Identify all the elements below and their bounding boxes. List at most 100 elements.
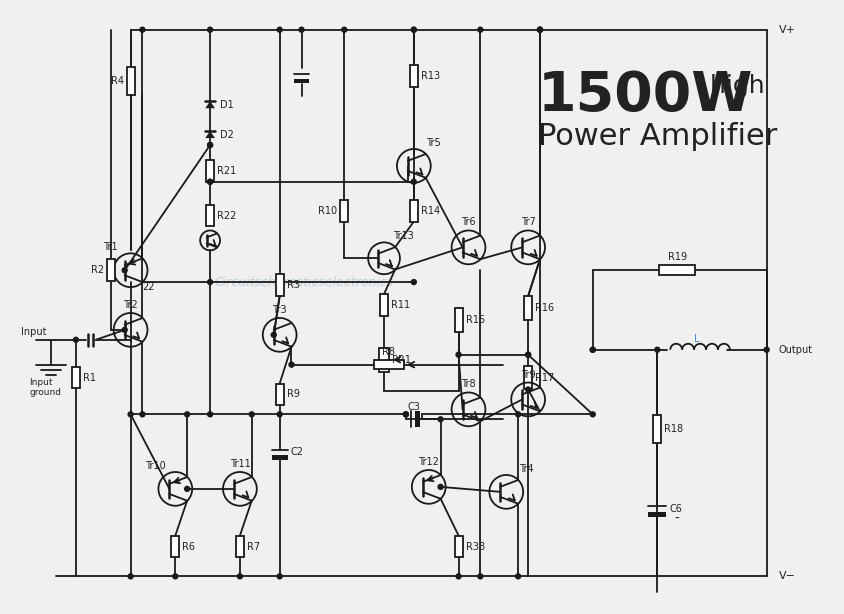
Circle shape — [208, 142, 213, 147]
Bar — [523, 296, 532, 320]
Circle shape — [237, 574, 242, 579]
Bar — [206, 204, 214, 227]
Circle shape — [537, 27, 542, 32]
Circle shape — [537, 27, 542, 32]
Circle shape — [403, 412, 408, 417]
Bar — [374, 360, 403, 369]
Circle shape — [411, 27, 416, 32]
Circle shape — [173, 574, 177, 579]
Circle shape — [140, 27, 144, 32]
Text: Tr13: Tr13 — [392, 231, 413, 241]
Text: Tr2: Tr2 — [123, 300, 138, 310]
Text: R4: R4 — [111, 76, 123, 87]
Circle shape — [411, 279, 416, 284]
Circle shape — [456, 574, 461, 579]
Circle shape — [299, 27, 304, 32]
Circle shape — [208, 142, 213, 147]
Text: R3: R3 — [286, 280, 300, 290]
Circle shape — [654, 348, 659, 352]
Polygon shape — [205, 131, 214, 138]
Circle shape — [122, 327, 127, 332]
Circle shape — [208, 27, 213, 32]
Text: R22: R22 — [217, 211, 236, 220]
Bar — [454, 535, 462, 558]
Circle shape — [128, 412, 133, 417]
Circle shape — [515, 412, 520, 417]
Text: Tr6: Tr6 — [461, 217, 475, 228]
Text: D1: D1 — [219, 99, 234, 110]
Text: R11: R11 — [391, 300, 409, 310]
Bar — [106, 259, 115, 281]
Text: C3: C3 — [407, 402, 419, 413]
Text: D2: D2 — [219, 130, 234, 139]
Circle shape — [477, 574, 482, 579]
Bar — [647, 511, 665, 517]
Text: Input: Input — [21, 327, 46, 337]
Text: R1: R1 — [83, 373, 95, 383]
Text: V+: V+ — [777, 25, 795, 35]
Bar — [409, 200, 417, 222]
Circle shape — [403, 412, 408, 417]
Text: Tr1: Tr1 — [103, 243, 118, 252]
Bar — [409, 66, 417, 87]
Circle shape — [537, 27, 542, 32]
Circle shape — [277, 412, 282, 417]
Text: Tr7: Tr7 — [520, 217, 535, 228]
Text: R14: R14 — [420, 206, 440, 216]
Text: Tr11: Tr11 — [230, 459, 250, 469]
Text: R9: R9 — [286, 389, 300, 400]
Bar — [414, 411, 419, 427]
Text: Power Amplifier: Power Amplifier — [538, 122, 776, 150]
Circle shape — [456, 352, 461, 357]
Circle shape — [437, 484, 442, 489]
Bar — [72, 367, 80, 389]
Text: Tr9: Tr9 — [520, 370, 535, 379]
Text: Tr5: Tr5 — [426, 138, 441, 148]
Circle shape — [525, 352, 530, 357]
Text: Tr4: Tr4 — [518, 464, 533, 474]
Circle shape — [590, 348, 594, 352]
Text: -: - — [674, 511, 679, 526]
Circle shape — [525, 387, 530, 392]
Bar — [523, 366, 532, 389]
Circle shape — [411, 179, 416, 184]
Text: R16: R16 — [534, 303, 554, 313]
Circle shape — [271, 332, 276, 337]
Circle shape — [277, 27, 282, 32]
Circle shape — [341, 27, 346, 32]
Circle shape — [515, 574, 520, 579]
Text: R8: R8 — [382, 347, 395, 357]
Bar — [275, 384, 284, 405]
Text: R18: R18 — [663, 424, 683, 434]
Circle shape — [128, 574, 133, 579]
Circle shape — [208, 412, 213, 417]
Bar — [206, 160, 214, 182]
Text: R2: R2 — [90, 265, 104, 275]
Circle shape — [73, 337, 78, 342]
Bar — [293, 79, 309, 83]
Text: C2: C2 — [290, 447, 303, 457]
Text: 22: 22 — [142, 282, 154, 292]
Text: 1500W: 1500W — [538, 69, 753, 123]
Circle shape — [289, 362, 294, 367]
Text: R21: R21 — [217, 166, 236, 176]
Circle shape — [122, 268, 127, 273]
Bar — [235, 535, 244, 558]
Text: Tr10: Tr10 — [145, 461, 165, 471]
Bar — [652, 415, 661, 443]
Text: R7: R7 — [246, 542, 260, 551]
Circle shape — [525, 352, 530, 357]
Circle shape — [208, 279, 213, 284]
Circle shape — [411, 27, 416, 32]
Text: Input
ground: Input ground — [30, 378, 61, 397]
Text: L: L — [694, 334, 699, 344]
Text: C6: C6 — [668, 503, 681, 514]
Text: V−: V− — [777, 572, 795, 581]
Circle shape — [277, 574, 282, 579]
Text: high: high — [701, 74, 764, 98]
Circle shape — [140, 412, 144, 417]
Circle shape — [249, 412, 254, 417]
Text: PR1: PR1 — [392, 355, 410, 365]
Bar — [275, 274, 284, 296]
Bar — [127, 68, 134, 95]
